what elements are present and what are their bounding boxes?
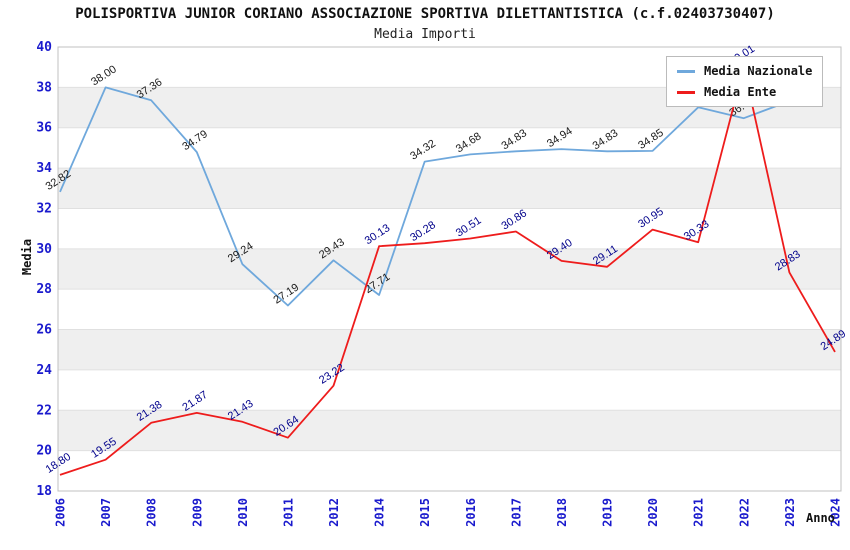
point-label: 30.13 <box>363 222 393 247</box>
y-tick-label: 20 <box>36 444 52 459</box>
point-label: 34.85 <box>636 127 666 152</box>
x-tick-label: 2018 <box>555 498 569 527</box>
y-tick-label: 26 <box>36 323 52 338</box>
legend-label-media-nazionale: Media Nazionale <box>704 64 813 78</box>
x-tick-label: 2008 <box>145 498 159 527</box>
x-tick-label: 2009 <box>190 498 204 527</box>
point-label: 30.28 <box>408 219 438 244</box>
x-tick-label: 2015 <box>418 498 432 527</box>
x-tick-label: 2023 <box>783 498 797 527</box>
series-line <box>59 66 836 476</box>
x-tick-label: 2016 <box>464 498 478 527</box>
y-tick-label: 22 <box>36 403 52 418</box>
plot-band <box>58 168 841 209</box>
y-tick-label: 30 <box>36 242 52 257</box>
y-tick-label: 32 <box>36 201 52 216</box>
x-tick-label: 2012 <box>327 498 341 527</box>
plot-band <box>58 329 841 370</box>
x-tick-label: 2017 <box>509 498 523 527</box>
legend-item-media-nazionale: Media Nazionale <box>677 64 812 78</box>
x-tick-label: 2007 <box>99 498 113 527</box>
x-tick-label: 2006 <box>54 498 68 527</box>
legend-label-media-ente: Media Ente <box>704 85 777 99</box>
y-tick-label: 18 <box>36 484 52 499</box>
chart-title: POLISPORTIVA JUNIOR CORIANO ASSOCIAZIONE… <box>75 6 775 22</box>
y-axis-title: Media <box>20 238 34 276</box>
x-tick-label: 2014 <box>373 498 387 527</box>
x-tick-label: 2020 <box>646 498 660 527</box>
point-label: 34.32 <box>408 138 438 163</box>
legend-item-media-ente: Media Ente <box>677 85 812 99</box>
point-label: 34.83 <box>591 127 621 152</box>
y-tick-label: 24 <box>36 363 52 378</box>
point-label: 34.83 <box>499 127 529 152</box>
x-axis-title: Anno <box>806 511 835 525</box>
y-tick-label: 40 <box>36 40 52 55</box>
y-tick-label: 28 <box>36 282 52 297</box>
point-label: 30.95 <box>636 206 666 231</box>
point-label: 34.68 <box>454 130 484 155</box>
point-label: 38.00 <box>89 63 119 88</box>
point-label: 30.51 <box>454 214 484 239</box>
point-label: 34.94 <box>545 125 575 150</box>
y-tick-label: 38 <box>36 80 52 95</box>
plot-border <box>57 46 842 492</box>
chart-subtitle: Media Importi <box>374 27 476 42</box>
x-tick-label: 2022 <box>737 498 751 527</box>
x-tick-label: 2011 <box>281 498 295 527</box>
x-tick-label: 2010 <box>236 498 250 527</box>
y-tick-label: 34 <box>36 161 52 176</box>
series-line <box>59 86 790 307</box>
legend: Media Nazionale Media Ente <box>666 56 824 107</box>
media-nazionale-line-swatch <box>677 69 695 73</box>
point-label: 30.33 <box>682 218 712 243</box>
x-tick-label: 2021 <box>692 498 706 527</box>
x-tick-label: 2024 <box>829 498 843 527</box>
plot-band <box>58 248 841 290</box>
x-tick-label: 2019 <box>601 498 615 527</box>
y-tick-label: 36 <box>36 121 52 136</box>
point-label: 30.86 <box>499 207 529 232</box>
media-ente-line-swatch <box>677 90 695 94</box>
plot-band <box>58 410 841 451</box>
